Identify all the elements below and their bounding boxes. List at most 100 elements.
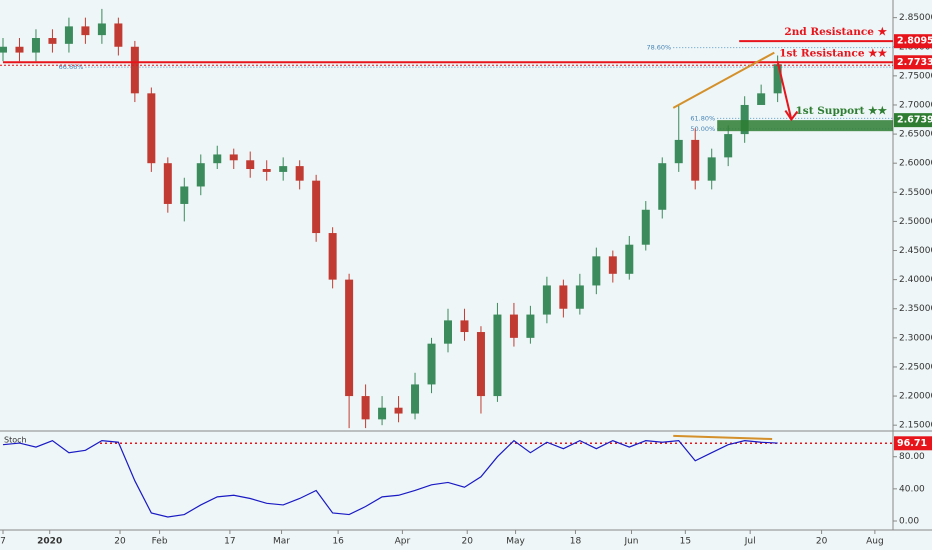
candle-body bbox=[691, 139, 700, 181]
candle-body bbox=[312, 180, 321, 234]
candle-body bbox=[592, 256, 601, 286]
y-tick-label: 2.70000 bbox=[899, 100, 932, 110]
level-tag-label: 2.77336 bbox=[897, 57, 932, 68]
candle-body bbox=[641, 209, 650, 245]
y-tick-label: 2.85000 bbox=[899, 13, 932, 23]
candle-body bbox=[15, 46, 24, 53]
candle-body bbox=[31, 38, 40, 53]
stoch-level-tag-label: 96.71 bbox=[897, 438, 927, 449]
x-tick-label: Aug bbox=[866, 537, 884, 547]
y-tick-label: 2.30000 bbox=[899, 333, 932, 343]
candle-body bbox=[64, 26, 73, 44]
candle-body bbox=[130, 46, 139, 94]
y-tick-label: 2.45000 bbox=[899, 246, 932, 256]
y-tick-label: 2.55000 bbox=[899, 188, 932, 198]
candle-body bbox=[526, 314, 535, 338]
level-tag-label: 2.80958 bbox=[897, 36, 932, 47]
y-tick-label: 80.00 bbox=[899, 452, 925, 462]
candle-body bbox=[262, 169, 271, 172]
stoch-line bbox=[2, 439, 778, 518]
support-zone bbox=[717, 120, 893, 132]
y-tick-label: 2.20000 bbox=[899, 392, 932, 402]
candle-body bbox=[114, 23, 123, 47]
candle-body bbox=[81, 26, 90, 36]
candle-body bbox=[674, 139, 683, 164]
x-tick-label: May bbox=[506, 537, 525, 547]
candle-body bbox=[757, 93, 766, 105]
candle-body bbox=[707, 157, 716, 181]
x-tick-label: 17 bbox=[224, 537, 235, 547]
candle-body bbox=[48, 38, 57, 44]
candle-body bbox=[97, 23, 106, 36]
candle-body bbox=[295, 166, 304, 181]
candle-body bbox=[460, 320, 469, 333]
candle-body bbox=[345, 279, 354, 397]
candle-body bbox=[163, 163, 172, 204]
candle-body bbox=[476, 332, 485, 397]
candle-body bbox=[229, 154, 238, 161]
x-tick-label: Jul bbox=[744, 537, 756, 547]
fib-label: 50.00% bbox=[690, 125, 715, 133]
level-label: 2nd Resistance ★ bbox=[784, 26, 887, 38]
candle-body bbox=[196, 163, 205, 187]
candle-body bbox=[625, 244, 634, 274]
candle-body bbox=[542, 285, 551, 315]
y-tick-label: 2.40000 bbox=[899, 275, 932, 285]
candle-body bbox=[559, 285, 568, 309]
y-tick-label: 40.00 bbox=[899, 484, 925, 494]
candle-body bbox=[773, 64, 782, 94]
x-tick-label: 20 bbox=[114, 537, 126, 547]
candle-body bbox=[411, 384, 420, 414]
candle-body bbox=[427, 343, 436, 385]
candle-body bbox=[608, 256, 617, 274]
level-label: 1st Resistance ★★ bbox=[779, 47, 887, 59]
candle-body bbox=[361, 396, 370, 420]
x-tick-label: 20 bbox=[462, 537, 474, 547]
fib-label: 61.80% bbox=[690, 114, 715, 122]
candle-body bbox=[658, 163, 667, 210]
y-tick-label: 0.00 bbox=[899, 516, 919, 526]
y-tick-label: 2.75000 bbox=[899, 71, 932, 81]
candle-body bbox=[509, 314, 518, 338]
candle-body bbox=[493, 314, 502, 397]
candle-body bbox=[740, 104, 749, 135]
x-tick-label: 18 bbox=[570, 537, 582, 547]
y-tick-label: 2.60000 bbox=[899, 159, 932, 169]
x-tick-label: Mar bbox=[273, 537, 290, 547]
trendline bbox=[673, 434, 773, 441]
level-tag bbox=[894, 113, 932, 128]
candle-body bbox=[213, 154, 222, 164]
candle-body bbox=[575, 285, 584, 309]
x-tick-label: Feb bbox=[152, 537, 168, 547]
x-tick-label: 20 bbox=[816, 537, 828, 547]
trendline bbox=[672, 51, 775, 109]
fib-label: 78.60% bbox=[646, 44, 671, 52]
x-tick-label: 2020 bbox=[37, 537, 62, 547]
level-tag bbox=[894, 55, 932, 70]
x-tick-label: Apr bbox=[395, 537, 411, 547]
level-tag bbox=[894, 34, 932, 49]
candle-body bbox=[394, 407, 403, 414]
y-tick-label: 2.25000 bbox=[899, 362, 932, 372]
candle-body bbox=[378, 407, 387, 420]
y-tick-label: 2.35000 bbox=[899, 304, 932, 314]
candle-body bbox=[180, 186, 189, 204]
candle-body bbox=[0, 46, 7, 53]
candle-body bbox=[328, 233, 337, 280]
stoch-title: Stoch bbox=[4, 436, 27, 445]
fib-label: 66.66% bbox=[59, 63, 84, 71]
candle-body bbox=[724, 134, 733, 158]
candle-body bbox=[444, 320, 452, 344]
candle-body bbox=[147, 93, 156, 164]
x-tick-label: 7 bbox=[0, 537, 6, 547]
candle-body bbox=[246, 160, 255, 170]
level-tag-label: 2.67396 bbox=[897, 115, 932, 126]
y-tick-label: 2.65000 bbox=[899, 130, 932, 140]
candle-body bbox=[279, 166, 288, 172]
x-tick-label: 16 bbox=[332, 537, 344, 547]
x-tick-label: 15 bbox=[680, 537, 691, 547]
level-label: 1st Support ★★ bbox=[796, 105, 888, 117]
x-tick-label: Jun bbox=[623, 537, 638, 547]
